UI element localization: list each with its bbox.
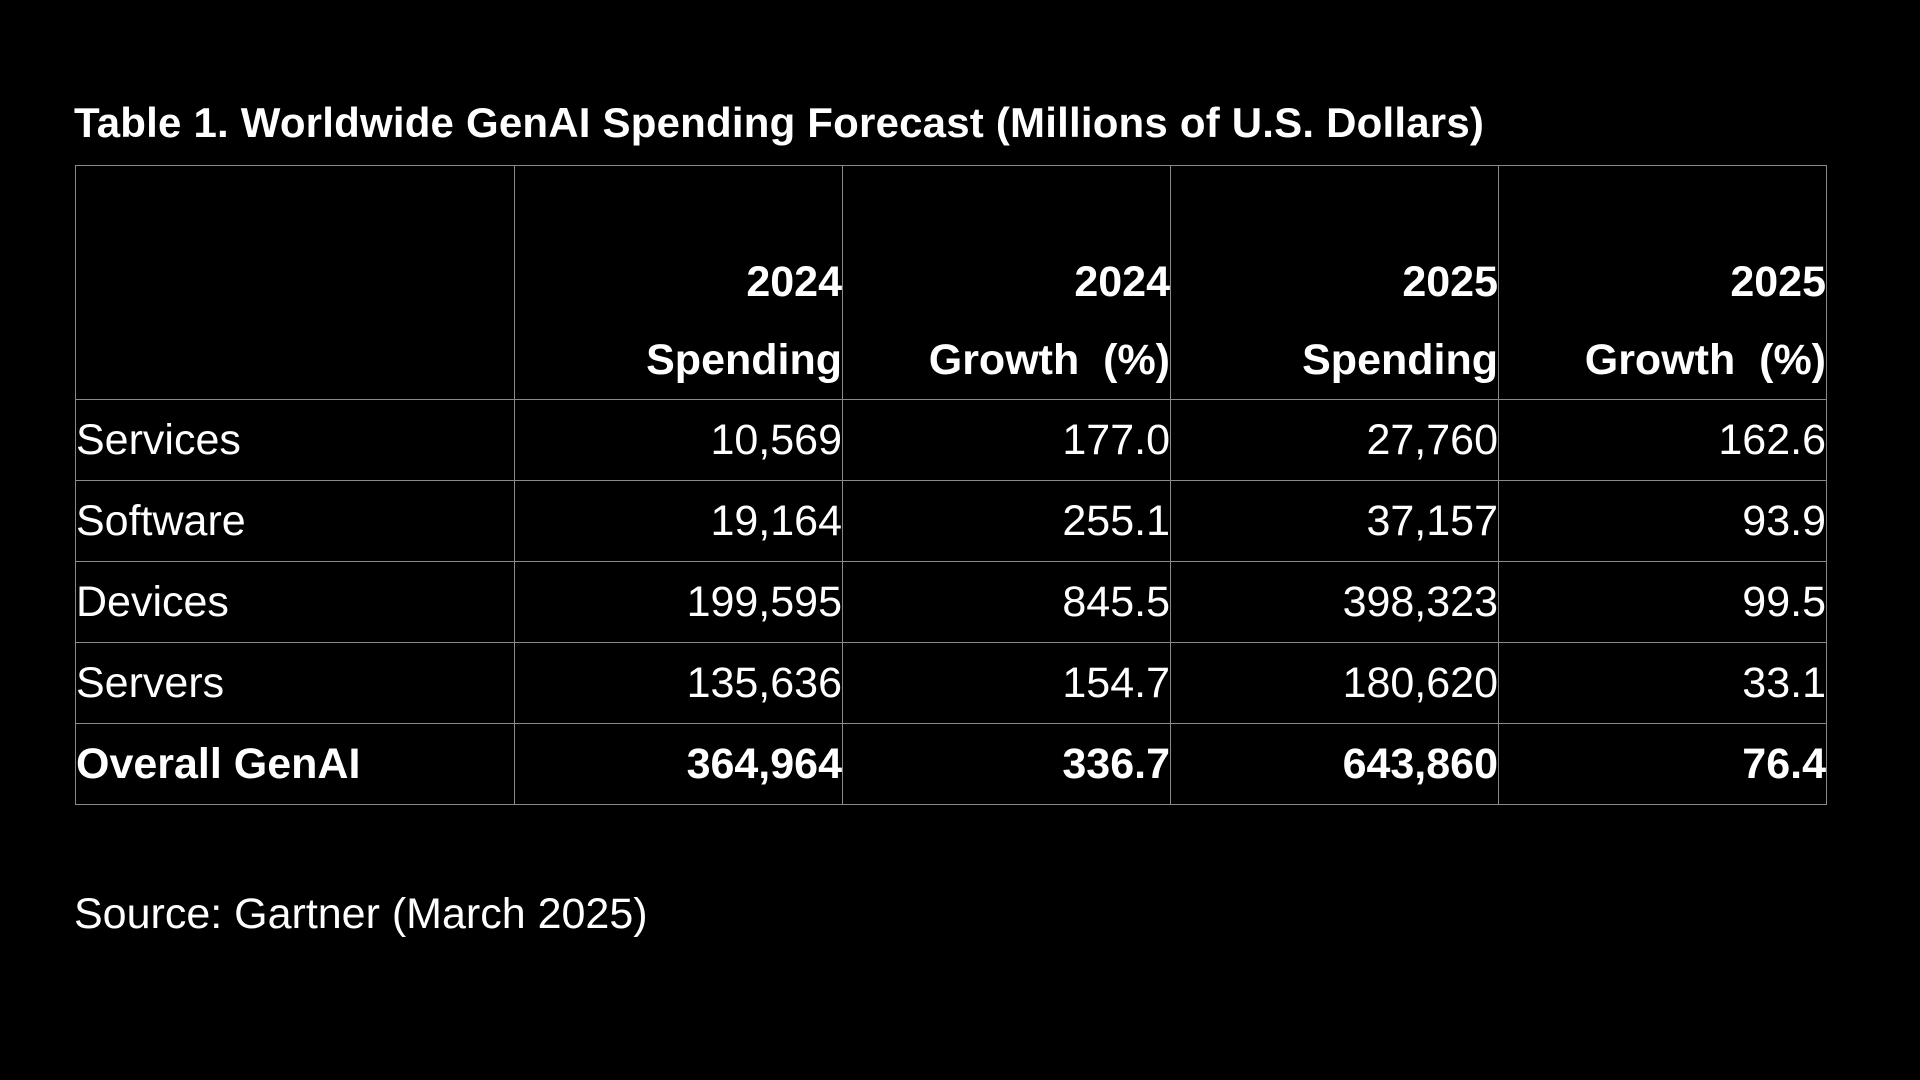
row-label: Services xyxy=(75,399,515,481)
row-label: Devices xyxy=(75,561,515,643)
cell-2025-spending: 27,760 xyxy=(1170,399,1499,481)
header-2025-spending: 2025 Spending xyxy=(1170,165,1499,400)
header-2025-growth: 2025 Growth (%) xyxy=(1498,165,1827,400)
cell-2025-spending: 37,157 xyxy=(1170,480,1499,562)
table-header-row: 2024 Spending 2024 Growth (%) 2025 Spend… xyxy=(75,165,1827,400)
cell-2025-spending: 180,620 xyxy=(1170,642,1499,724)
cell-2025-growth: 99.5 xyxy=(1498,561,1827,643)
header-metric: Growth (%) xyxy=(928,336,1170,384)
header-2024-growth: 2024 Growth (%) xyxy=(842,165,1171,400)
table-row-devices: Devices 199,595 845.5 398,323 99.5 xyxy=(75,561,1827,643)
header-metric: Spending xyxy=(1302,336,1498,384)
cell-2024-growth: 255.1 xyxy=(842,480,1171,562)
table-row-overall-genai: Overall GenAI 364,964 336.7 643,860 76.4 xyxy=(75,723,1827,805)
header-year: 2025 xyxy=(1730,258,1826,306)
cell-2024-growth: 845.5 xyxy=(842,561,1171,643)
header-metric: Spending xyxy=(646,336,842,384)
spending-forecast-table: 2024 Spending 2024 Growth (%) 2025 Spend… xyxy=(75,165,1827,805)
cell-2024-growth: 336.7 xyxy=(842,723,1171,805)
cell-2025-growth: 76.4 xyxy=(1498,723,1827,805)
cell-2024-growth: 154.7 xyxy=(842,642,1171,724)
row-label: Overall GenAI xyxy=(75,723,515,805)
cell-2025-spending: 398,323 xyxy=(1170,561,1499,643)
cell-2024-spending: 10,569 xyxy=(514,399,843,481)
cell-2025-growth: 33.1 xyxy=(1498,642,1827,724)
header-year: 2024 xyxy=(746,258,842,306)
cell-2024-growth: 177.0 xyxy=(842,399,1171,481)
cell-2024-spending: 364,964 xyxy=(514,723,843,805)
cell-2024-spending: 135,636 xyxy=(514,642,843,724)
header-2024-spending: 2024 Spending xyxy=(514,165,843,400)
header-year: 2025 xyxy=(1402,258,1498,306)
table-title: Table 1. Worldwide GenAI Spending Foreca… xyxy=(74,99,1485,146)
header-metric: Growth (%) xyxy=(1584,336,1826,384)
cell-2024-spending: 199,595 xyxy=(514,561,843,643)
row-label: Software xyxy=(75,480,515,562)
row-label: Servers xyxy=(75,642,515,724)
cell-2025-growth: 162.6 xyxy=(1498,399,1827,481)
header-cell-empty xyxy=(75,165,515,400)
cell-2025-growth: 93.9 xyxy=(1498,480,1827,562)
cell-2024-spending: 19,164 xyxy=(514,480,843,562)
header-year: 2024 xyxy=(1074,258,1170,306)
table-row-servers: Servers 135,636 154.7 180,620 33.1 xyxy=(75,642,1827,724)
cell-2025-spending: 643,860 xyxy=(1170,723,1499,805)
table-row-services: Services 10,569 177.0 27,760 162.6 xyxy=(75,399,1827,481)
table-row-software: Software 19,164 255.1 37,157 93.9 xyxy=(75,480,1827,562)
source-note: Source: Gartner (March 2025) xyxy=(74,890,648,938)
